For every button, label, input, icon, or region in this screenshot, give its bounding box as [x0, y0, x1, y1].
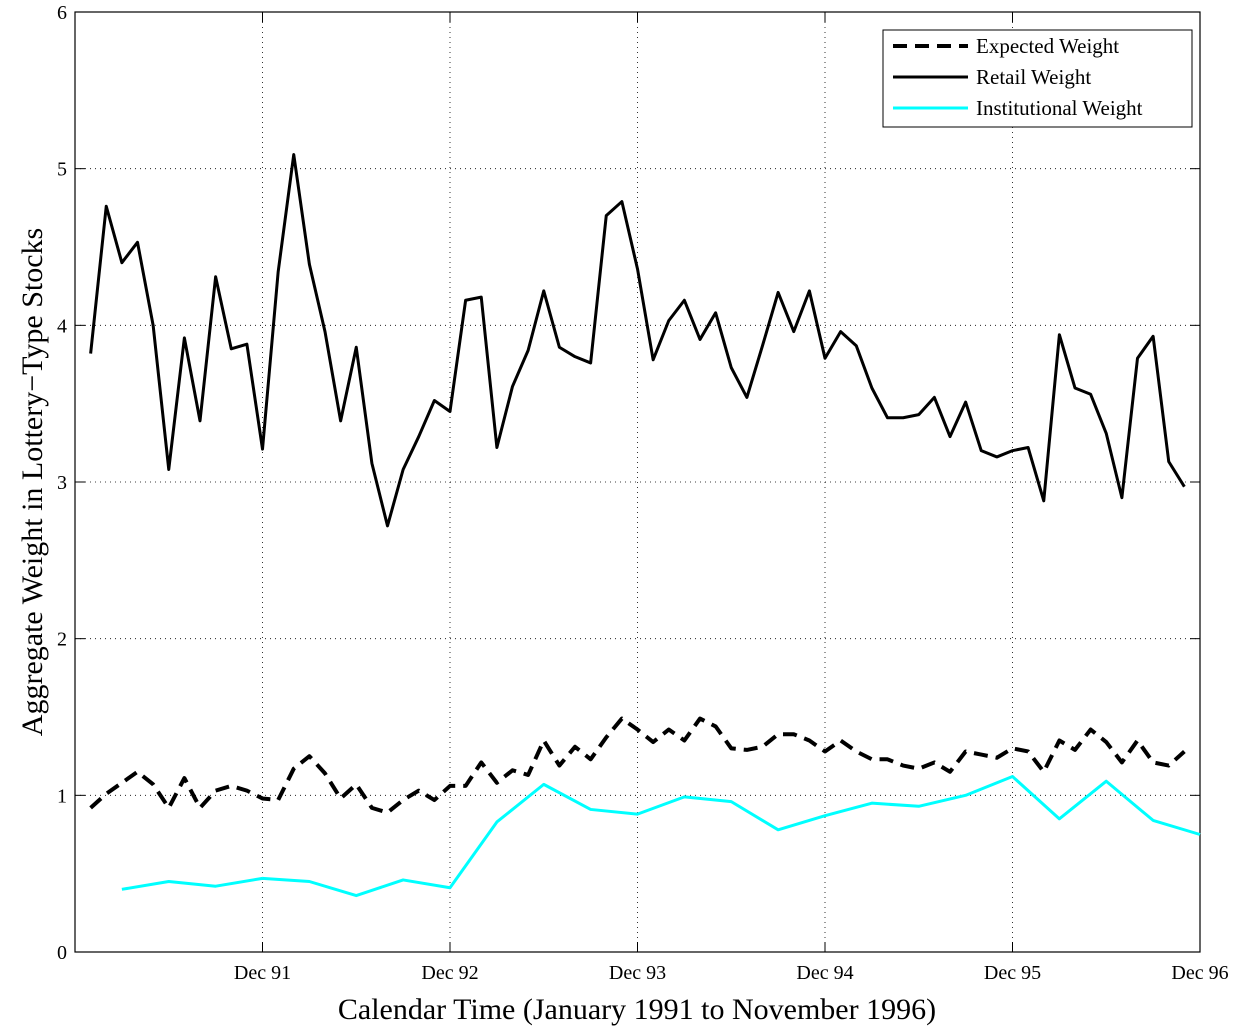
x-tick-label: Dec 91	[234, 962, 291, 984]
y-tick-label: 4	[57, 315, 67, 337]
x-tick-label: Dec 94	[796, 962, 853, 984]
x-tick-label: Dec 96	[1171, 962, 1228, 984]
series-line	[89, 716, 1186, 815]
y-tick-label: 3	[57, 472, 67, 494]
series-line	[121, 775, 1201, 898]
y-axis-label: Aggregate Weight in Lottery−Type Stocks	[16, 228, 49, 736]
x-axis-label: Calendar Time (January 1991 to November …	[338, 993, 936, 1026]
legend-label: Retail Weight	[976, 65, 1091, 89]
y-tick-label: 0	[57, 942, 67, 964]
legend-label: Institutional Weight	[976, 96, 1143, 120]
legend-label: Expected Weight	[976, 34, 1119, 58]
y-tick-label: 5	[57, 159, 67, 181]
x-tick-label: Dec 93	[609, 962, 666, 984]
x-tick-label: Dec 95	[984, 962, 1041, 984]
series-line	[89, 153, 1186, 528]
x-tick-label: Dec 92	[421, 962, 478, 984]
y-tick-label: 1	[57, 785, 67, 807]
y-tick-label: 2	[57, 629, 67, 651]
y-tick-label: 6	[57, 2, 67, 24]
